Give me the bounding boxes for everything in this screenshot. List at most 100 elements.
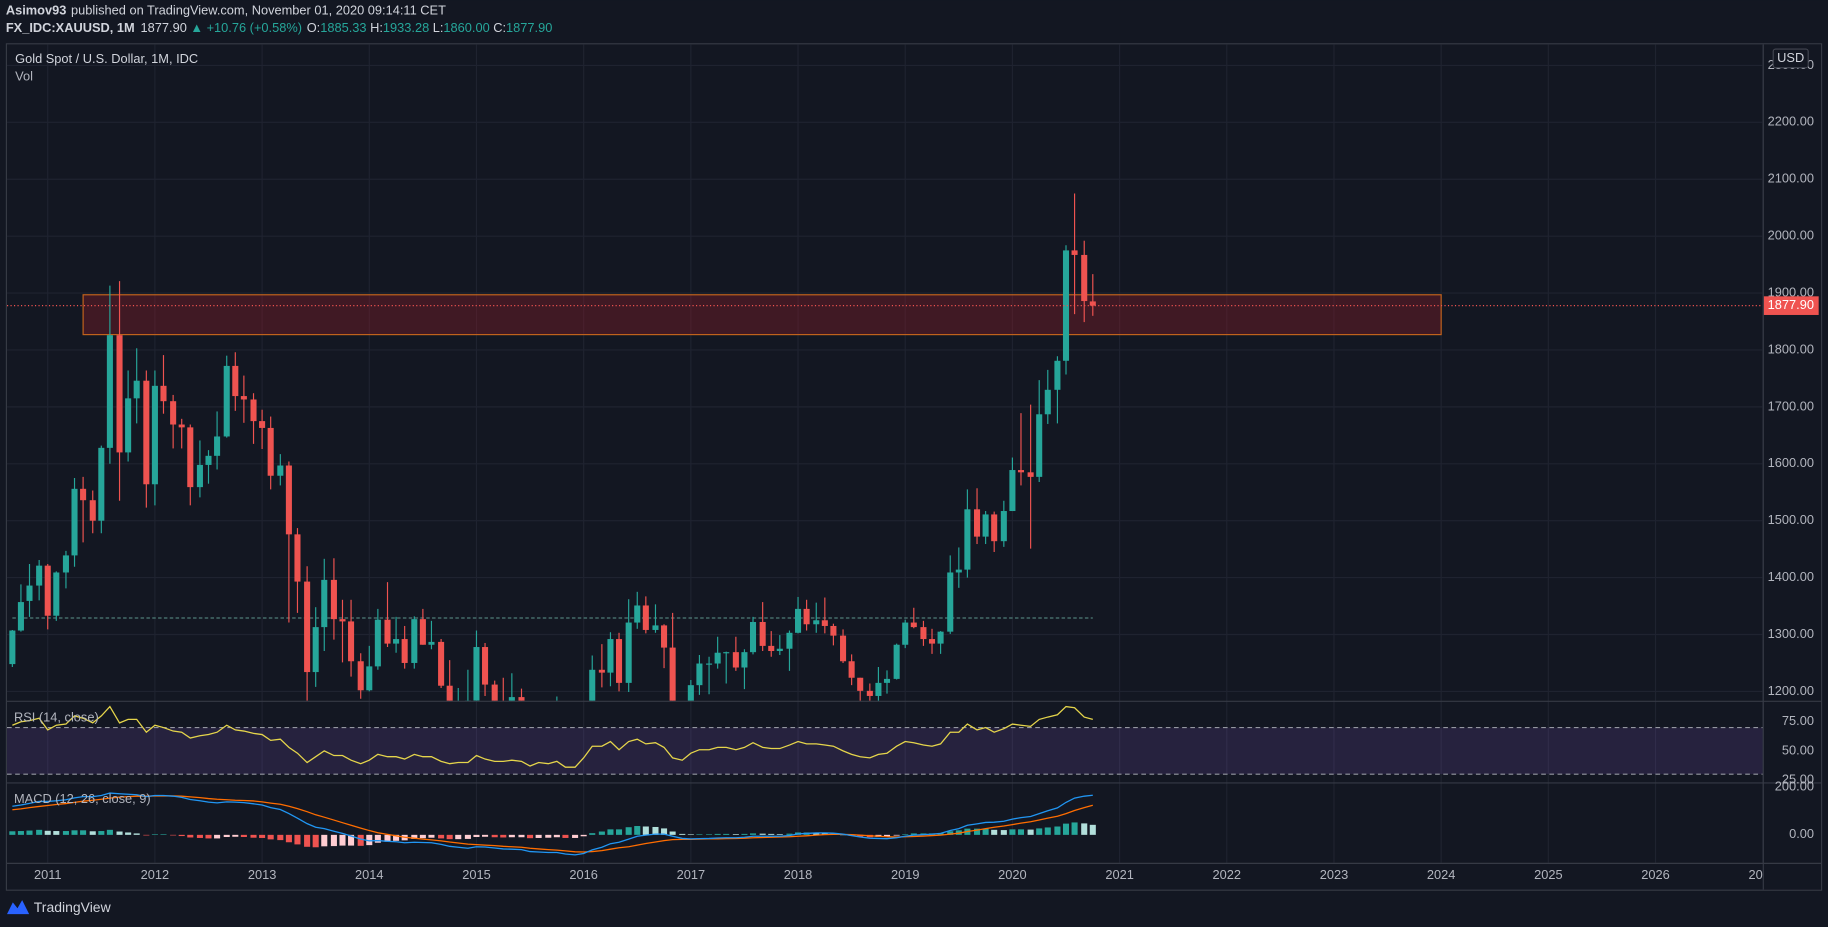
histogram-bar — [205, 834, 212, 839]
candle-body — [955, 569, 962, 573]
candle-body — [259, 421, 266, 428]
chart-frame — [5, 43, 1823, 891]
unit-badge — [1772, 48, 1809, 69]
y-tick-label: 1900.00 — [1768, 284, 1814, 299]
candle-body — [857, 677, 864, 691]
ohlc-key: O: — [307, 21, 321, 36]
histogram-bar — [455, 834, 462, 840]
symbol-line: FX_IDC:XAUUSD, 1M 1877.90 ▲ +10.76 (+0.58%… — [6, 21, 553, 36]
histogram-bar — [196, 834, 203, 838]
histogram-bar — [580, 834, 587, 837]
candle-body — [53, 572, 60, 616]
last-price: 1877.90 — [141, 21, 187, 36]
candle-body — [106, 335, 113, 448]
candle-body — [339, 619, 346, 622]
candle-body — [357, 661, 364, 691]
zone — [82, 294, 1442, 336]
y-tick-label: 2000.00 — [1768, 228, 1814, 243]
y-tick-label: 1700.00 — [1768, 398, 1814, 413]
histogram-bar — [652, 826, 659, 835]
x-tick-label: 2019 — [891, 867, 920, 882]
histogram-bar — [106, 829, 113, 835]
candle-body — [1044, 389, 1051, 415]
histogram-bar — [17, 831, 24, 835]
histogram-bar — [669, 831, 676, 835]
candle-body — [446, 685, 453, 701]
histogram-bar — [267, 834, 274, 840]
histogram-bar — [991, 829, 998, 835]
x-tick-label: 2011 — [34, 867, 62, 882]
candle-body — [411, 619, 418, 663]
candle-body — [830, 625, 837, 636]
candle-body — [732, 652, 739, 668]
histogram-bar — [304, 834, 311, 847]
histogram-bar — [562, 834, 569, 838]
histogram-bar — [232, 834, 239, 837]
histogram-bar — [1062, 823, 1070, 835]
candle-body — [982, 514, 989, 537]
candle-body — [438, 641, 445, 686]
candle-body — [285, 465, 292, 535]
histogram-bar — [330, 834, 337, 847]
publish-line: Asimov93 published on TradingView.com, No… — [6, 3, 446, 18]
candle-body — [642, 605, 649, 630]
y-tick-label: 1600.00 — [1768, 455, 1814, 470]
candle-body — [991, 514, 998, 542]
ohlc-value: 1933.28 — [383, 21, 429, 36]
candle-body — [1036, 414, 1043, 477]
histogram-bar — [482, 834, 489, 837]
last-price-label: 1877.90 — [1768, 297, 1814, 312]
candle-body — [759, 621, 766, 646]
candle-body — [240, 396, 247, 400]
candle-body — [634, 605, 641, 623]
histogram-bar — [464, 834, 471, 839]
brand-name[interactable]: TradingView — [34, 899, 112, 915]
histogram-bar — [661, 828, 668, 835]
ohlc-key: H: — [370, 21, 383, 36]
histogram-bar — [749, 833, 757, 835]
brand-logo[interactable]: TradingView — [6, 899, 112, 915]
pane-title: MACD (12, 26, close, 9) — [14, 791, 151, 806]
histogram-bar — [893, 834, 900, 836]
histogram-bar — [642, 826, 649, 835]
histogram-bar — [9, 831, 16, 835]
histogram-bar — [348, 834, 355, 846]
x-tick-label: 2014 — [355, 867, 384, 882]
candle-body — [786, 632, 793, 649]
histogram-bar — [187, 834, 194, 838]
histogram-bar — [411, 834, 418, 839]
y-tick-label: 2200.00 — [1768, 114, 1814, 129]
candle-body — [98, 447, 105, 521]
candle-body — [518, 697, 525, 701]
histogram-bar — [714, 833, 721, 835]
histogram-bar — [357, 834, 364, 846]
histogram-bar — [26, 830, 33, 835]
x-tick-label: 2012 — [141, 867, 170, 882]
histogram-bar — [687, 834, 694, 835]
histogram-bar — [438, 834, 445, 839]
histogram-bar — [616, 829, 623, 835]
author: Asimov93 — [6, 3, 67, 18]
histogram-bar — [982, 828, 989, 835]
x-tick-label: 2016 — [569, 867, 598, 882]
candle-body — [910, 622, 917, 628]
candle-body — [250, 399, 257, 422]
candle-body — [401, 639, 408, 663]
candle-body — [428, 641, 435, 645]
ohlc-value: 1860.00 — [443, 21, 489, 36]
candle-body — [267, 427, 274, 476]
ohlc-key: C: — [493, 21, 506, 36]
histogram-bar — [1089, 824, 1096, 835]
histogram-bar — [607, 829, 614, 835]
pane-title: RSI (14, close) — [14, 710, 99, 725]
candle-body — [902, 622, 909, 645]
logo-icon[interactable] — [6, 900, 30, 915]
histogram-bar — [723, 833, 730, 835]
x-tick-label: 2013 — [248, 867, 277, 882]
histogram-bar — [170, 834, 177, 836]
candle-body — [866, 690, 873, 696]
candle-body — [813, 620, 820, 625]
x-tick-label: 2022 — [1213, 867, 1242, 882]
histogram-bar — [178, 834, 185, 837]
histogram-bar — [1017, 829, 1025, 835]
